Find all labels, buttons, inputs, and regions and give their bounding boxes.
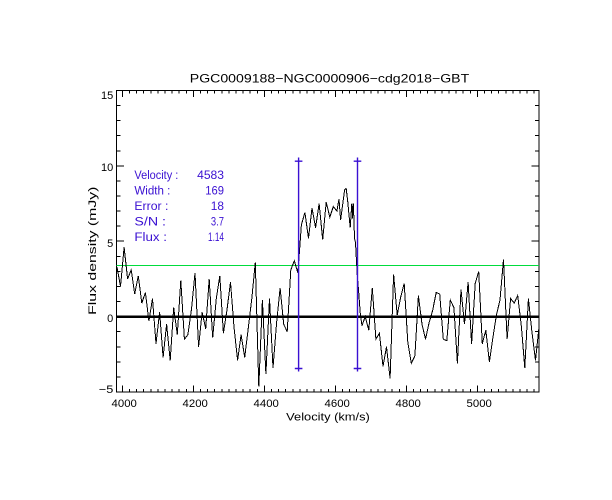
svg-text:Velocity :: Velocity : — [134, 170, 178, 182]
svg-text:4583: 4583 — [197, 170, 224, 182]
svg-text:Width :: Width : — [134, 185, 170, 197]
svg-text:4600: 4600 — [325, 398, 350, 410]
svg-text:10: 10 — [101, 162, 113, 174]
svg-text:S/N :: S/N : — [134, 216, 166, 228]
svg-text:18: 18 — [211, 201, 224, 213]
svg-text:169: 169 — [205, 185, 224, 197]
svg-text:Flux :: Flux : — [134, 232, 167, 244]
svg-text:1.14: 1.14 — [208, 232, 224, 244]
svg-text:4800: 4800 — [396, 398, 421, 410]
svg-text:5: 5 — [107, 238, 113, 250]
svg-text:4000: 4000 — [112, 398, 137, 410]
svg-text:5000: 5000 — [467, 398, 492, 410]
svg-text:3.7: 3.7 — [211, 216, 224, 228]
svg-text:−5: −5 — [99, 384, 114, 396]
svg-text:Error :: Error : — [134, 201, 168, 213]
svg-text:0: 0 — [107, 313, 113, 325]
svg-text:15: 15 — [101, 90, 113, 102]
svg-text:Flux density (mJy): Flux density (mJy) — [87, 187, 99, 315]
svg-text:PGC0009188−NGC0000906−cdg2018−: PGC0009188−NGC0000906−cdg2018−GBT — [190, 72, 470, 86]
svg-text:4400: 4400 — [254, 398, 279, 410]
svg-text:Velocity (km/s): Velocity (km/s) — [286, 411, 370, 423]
svg-text:4200: 4200 — [183, 398, 208, 410]
